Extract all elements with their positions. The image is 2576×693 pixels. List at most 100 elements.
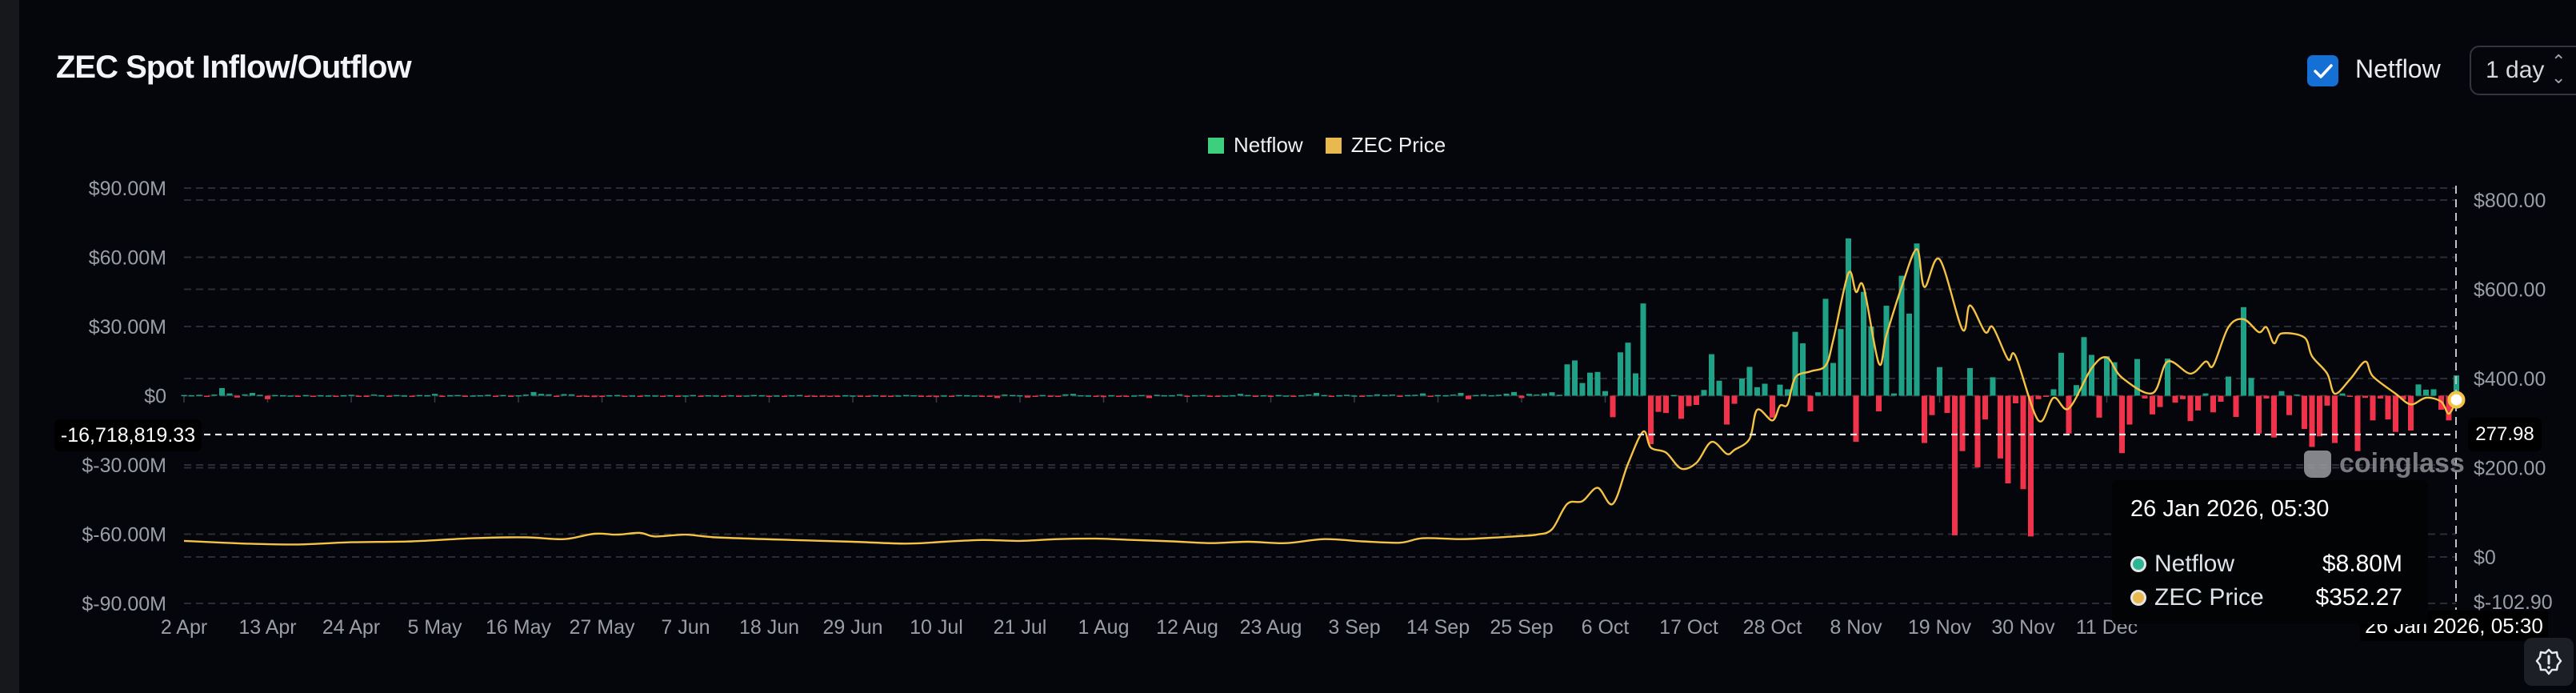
netflow-bar-outflow[interactable]: [1686, 395, 1692, 407]
netflow-bar-outflow[interactable]: [1724, 395, 1730, 425]
netflow-bar-inflow[interactable]: [964, 395, 970, 397]
netflow-bar-inflow[interactable]: [2050, 389, 2057, 396]
netflow-bar-inflow[interactable]: [667, 395, 674, 397]
netflow-bar-inflow[interactable]: [614, 395, 620, 397]
netflow-bar-outflow[interactable]: [2013, 395, 2018, 404]
netflow-bar-inflow[interactable]: [1366, 395, 1373, 397]
netflow-bar-inflow[interactable]: [1420, 393, 1426, 396]
netflow-bar-outflow[interactable]: [2354, 395, 2361, 451]
netflow-bar-inflow[interactable]: [690, 395, 696, 397]
netflow-bar-inflow[interactable]: [561, 394, 567, 396]
netflow-bar-inflow[interactable]: [1625, 342, 1631, 396]
netflow-bar-inflow[interactable]: [1458, 393, 1464, 396]
netflow-bar-outflow[interactable]: [1518, 395, 1525, 399]
netflow-bar-inflow[interactable]: [500, 395, 506, 397]
netflow-bar-inflow[interactable]: [485, 395, 491, 396]
netflow-bar-inflow[interactable]: [1412, 395, 1418, 396]
netflow-bar-inflow[interactable]: [189, 395, 194, 397]
netflow-bar-inflow[interactable]: [1822, 298, 1829, 396]
netflow-bar-outflow[interactable]: [554, 395, 559, 398]
netflow-bar-outflow[interactable]: [2028, 395, 2034, 537]
netflow-bar-inflow[interactable]: [2202, 393, 2209, 396]
netflow-bar-inflow[interactable]: [971, 395, 978, 397]
netflow-bar-outflow[interactable]: [675, 395, 681, 398]
netflow-bar-inflow[interactable]: [1967, 367, 1973, 396]
netflow-bar-outflow[interactable]: [2286, 395, 2292, 415]
netflow-bar-outflow[interactable]: [2347, 395, 2353, 398]
netflow-bar-outflow[interactable]: [2119, 395, 2125, 454]
netflow-bar-inflow[interactable]: [873, 395, 878, 397]
netflow-bar-inflow[interactable]: [1086, 395, 1091, 397]
netflow-bar-inflow[interactable]: [1830, 363, 1836, 396]
netflow-bar-outflow[interactable]: [637, 395, 643, 398]
netflow-bar-inflow[interactable]: [546, 394, 552, 396]
netflow-bar-inflow[interactable]: [1701, 390, 1707, 396]
netflow-bar-outflow[interactable]: [1123, 395, 1130, 398]
netflow-bar-inflow[interactable]: [1131, 395, 1137, 397]
netflow-bar-outflow[interactable]: [1116, 395, 1122, 398]
netflow-bar-inflow[interactable]: [1800, 343, 1806, 396]
netflow-bar-outflow[interactable]: [493, 395, 498, 398]
netflow-bar-inflow[interactable]: [1898, 275, 1905, 396]
netflow-bar-outflow[interactable]: [1032, 395, 1038, 398]
netflow-bar-inflow[interactable]: [1382, 395, 1388, 397]
netflow-bar-outflow[interactable]: [2210, 395, 2216, 413]
netflow-bar-inflow[interactable]: [2104, 356, 2110, 396]
netflow-bar-inflow[interactable]: [1002, 395, 1008, 396]
netflow-bar-inflow[interactable]: [645, 395, 650, 397]
netflow-bar-inflow[interactable]: [1815, 392, 1821, 396]
netflow-bar-inflow[interactable]: [713, 395, 719, 397]
netflow-bar-outflow[interactable]: [1093, 395, 1099, 398]
netflow-checkbox[interactable]: [2307, 55, 2338, 86]
netflow-bar-outflow[interactable]: [1427, 395, 1434, 398]
netflow-bar-inflow[interactable]: [1861, 291, 1866, 396]
netflow-bar-inflow[interactable]: [1283, 395, 1289, 397]
netflow-bar-inflow[interactable]: [371, 395, 377, 396]
netflow-bar-outflow[interactable]: [1025, 395, 1030, 398]
netflow-bar-outflow[interactable]: [2324, 395, 2330, 406]
netflow-bar-inflow[interactable]: [470, 395, 476, 397]
netflow-bar-outflow[interactable]: [310, 395, 316, 398]
netflow-bar-inflow[interactable]: [1906, 313, 1912, 396]
netflow-bar-inflow[interactable]: [1306, 395, 1312, 396]
netflow-bar-inflow[interactable]: [538, 394, 544, 396]
netflow-bar-inflow[interactable]: [1670, 395, 1677, 397]
netflow-bar-inflow[interactable]: [1062, 394, 1069, 396]
netflow-bar-inflow[interactable]: [1762, 383, 1768, 396]
netflow-bar-outflow[interactable]: [2362, 395, 2368, 399]
netflow-bar-outflow[interactable]: [2271, 395, 2277, 438]
netflow-bar-inflow[interactable]: [2241, 306, 2246, 396]
netflow-bar-outflow[interactable]: [2256, 395, 2262, 434]
netflow-bar-inflow[interactable]: [196, 395, 202, 396]
netflow-bar-inflow[interactable]: [1108, 395, 1114, 397]
netflow-bar-inflow[interactable]: [1488, 395, 1494, 397]
netflow-bar-inflow[interactable]: [850, 395, 856, 397]
netflow-bar-outflow[interactable]: [819, 395, 826, 398]
netflow-bar-inflow[interactable]: [2081, 337, 2087, 396]
netflow-bar-outflow[interactable]: [295, 395, 301, 398]
netflow-bar-inflow[interactable]: [1078, 395, 1084, 397]
netflow-bar-inflow[interactable]: [1746, 367, 1753, 396]
netflow-bar-outflow[interactable]: [1853, 395, 1859, 443]
netflow-bar-outflow[interactable]: [1982, 395, 1988, 420]
netflow-bar-outflow[interactable]: [356, 395, 362, 398]
netflow-bar-inflow[interactable]: [956, 395, 962, 397]
netflow-bar-inflow[interactable]: [1785, 389, 1790, 396]
netflow-bar-outflow[interactable]: [622, 395, 628, 398]
netflow-bar-outflow[interactable]: [2332, 395, 2338, 443]
netflow-bar-inflow[interactable]: [1618, 352, 1623, 396]
netflow-bar-inflow[interactable]: [1709, 354, 1714, 396]
netflow-bar-outflow[interactable]: [2378, 395, 2383, 399]
netflow-bar-outflow[interactable]: [1329, 395, 1334, 398]
netflow-bar-inflow[interactable]: [1390, 395, 1395, 396]
netflow-bar-outflow[interactable]: [660, 395, 666, 398]
netflow-bar-inflow[interactable]: [758, 395, 765, 397]
netflow-bar-inflow[interactable]: [287, 395, 294, 397]
netflow-bar-outflow[interactable]: [804, 395, 810, 398]
netflow-bar-inflow[interactable]: [1314, 393, 1319, 396]
netflow-bar-inflow[interactable]: [1351, 395, 1358, 397]
netflow-bar-outflow[interactable]: [2005, 395, 2011, 484]
netflow-bar-inflow[interactable]: [2339, 393, 2346, 396]
netflow-bar-inflow[interactable]: [1177, 394, 1182, 396]
netflow-bar-outflow[interactable]: [1807, 395, 1814, 412]
